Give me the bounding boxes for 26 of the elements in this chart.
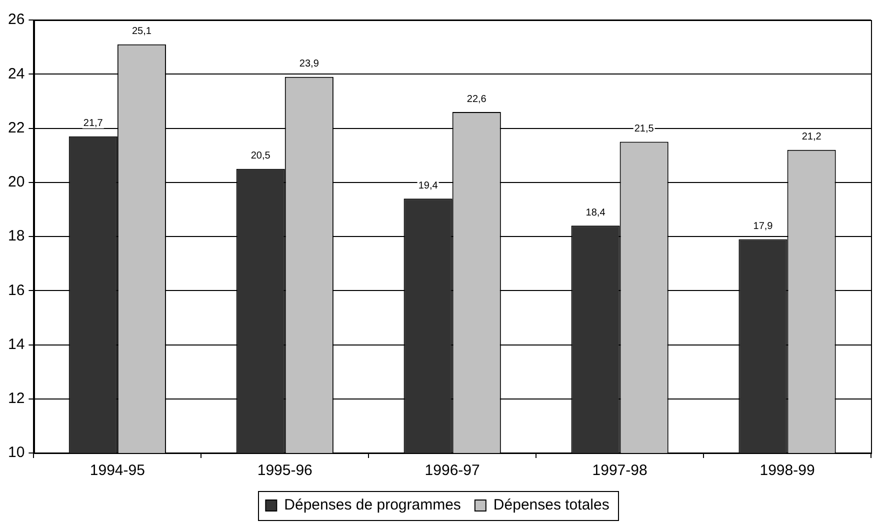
data-label: 21,5 (634, 124, 654, 135)
data-label: 21,7 (83, 118, 104, 130)
data-label: 23,9 (299, 58, 320, 70)
legend-label: Dépenses de programmes (284, 496, 461, 514)
data-label: 25,1 (132, 26, 152, 38)
y-tick-label: 26 (8, 11, 25, 28)
y-tick-label: 12 (8, 390, 25, 408)
y-tick-label: 16 (8, 282, 25, 299)
data-label: 21,2 (802, 132, 822, 143)
legend-label: Dépenses totales (493, 496, 610, 514)
x-tick-label: 1997-98 (592, 462, 648, 480)
data-label: 19,4 (418, 180, 438, 192)
y-tick-label: 22 (8, 119, 25, 136)
data-label: 22,6 (466, 94, 487, 105)
y-tick-label: 20 (8, 174, 25, 191)
y-tick-label: 18 (8, 228, 25, 245)
data-label: 18,4 (586, 207, 606, 218)
y-tick-label: 10 (8, 444, 25, 462)
data-label: 20,5 (250, 150, 271, 162)
x-tick-label: 1998-99 (760, 462, 815, 480)
x-tick-label: 1995-96 (257, 462, 312, 480)
y-tick-label: 24 (8, 65, 25, 82)
data-label: 17,9 (753, 220, 774, 232)
y-tick-label: 14 (8, 336, 25, 353)
x-tick-label: 1996-97 (424, 462, 480, 480)
x-tick-label: 1994-95 (90, 462, 145, 480)
